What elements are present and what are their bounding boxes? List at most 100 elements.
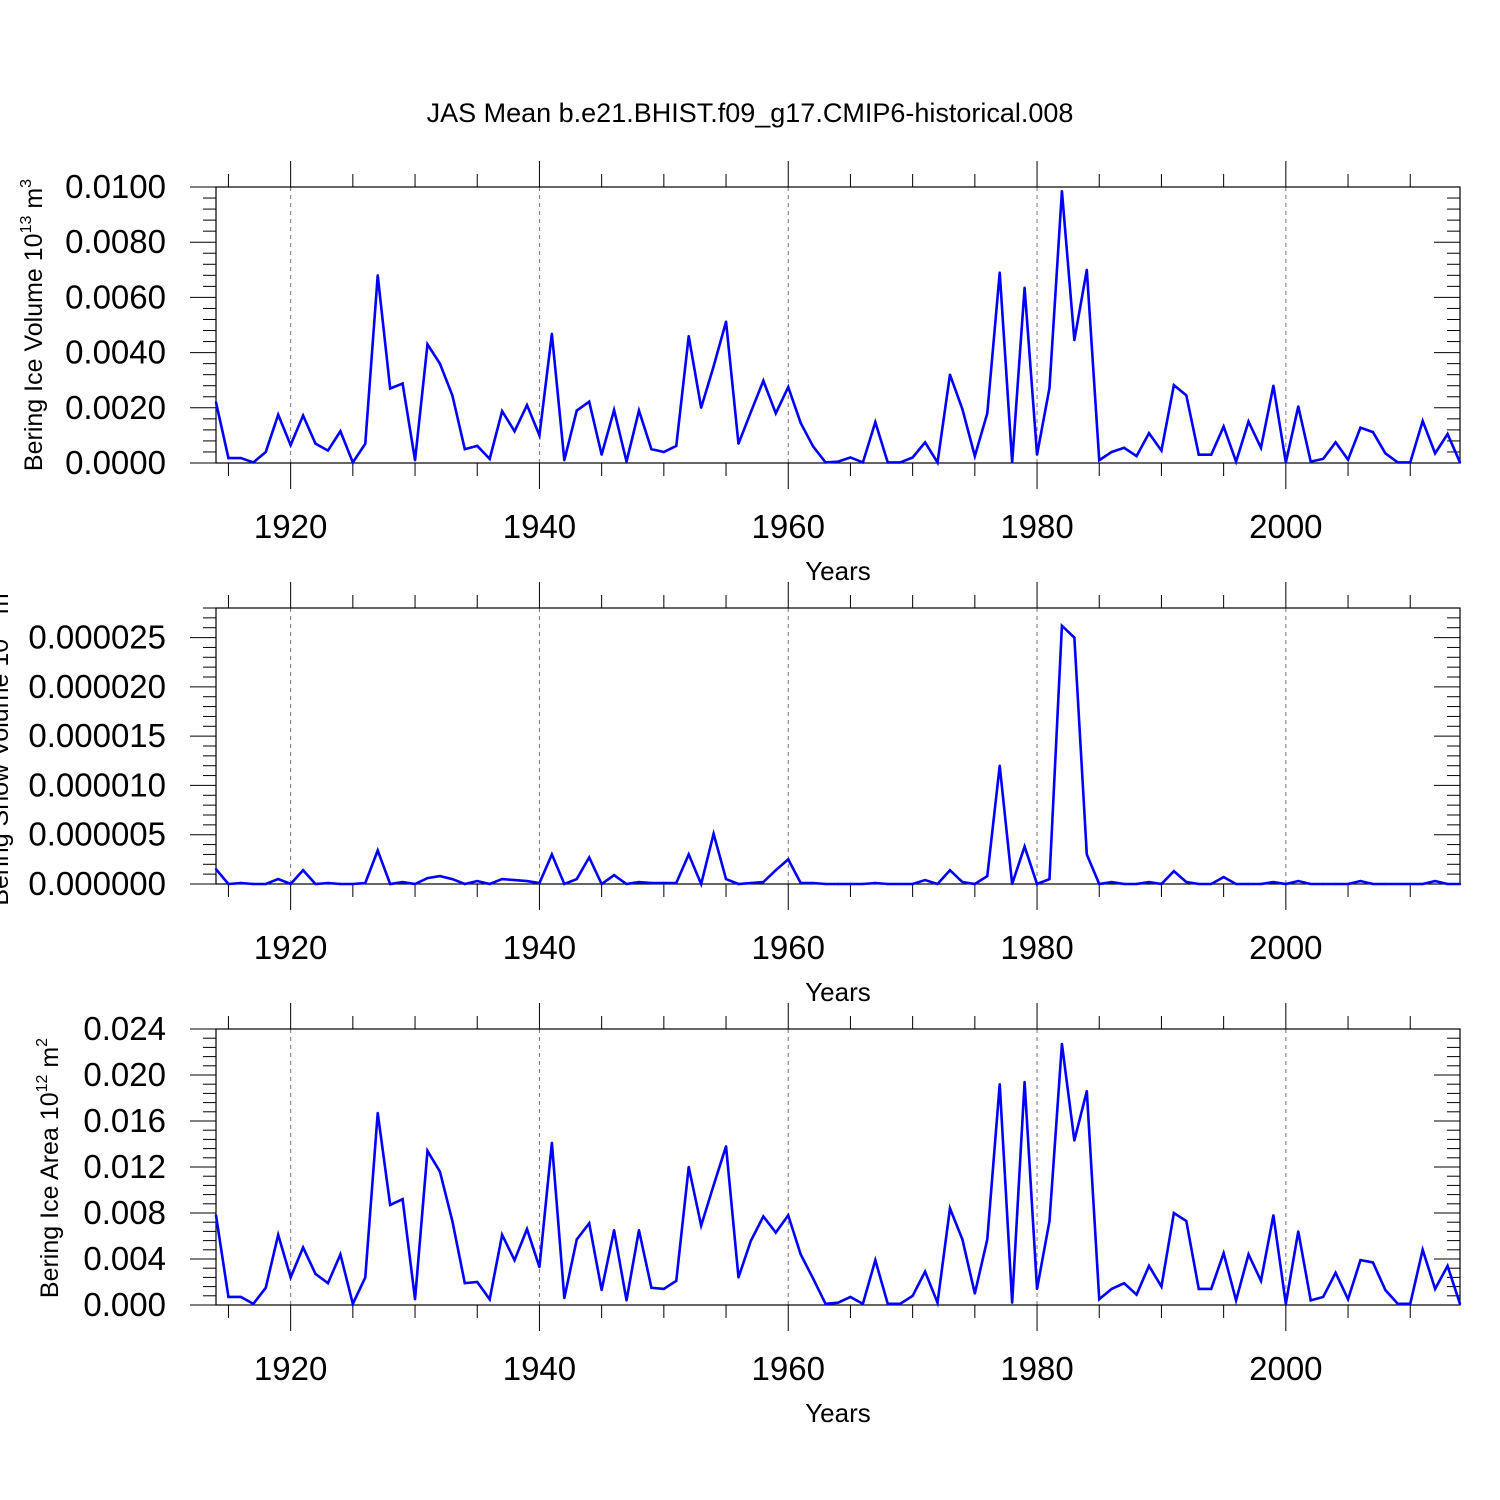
data-point [1010, 882, 1014, 886]
data-point [986, 412, 989, 415]
data-point [600, 882, 603, 886]
x-tick-label: 1940 [503, 929, 576, 966]
data-point [712, 365, 715, 368]
data-point [1098, 882, 1101, 886]
data-point [364, 881, 367, 885]
data-point [376, 849, 379, 852]
data-point [214, 868, 218, 871]
data-point [1446, 1264, 1449, 1268]
data-point [513, 1258, 516, 1262]
data-point [749, 881, 753, 885]
data-point [1297, 1230, 1300, 1233]
data-point [973, 454, 977, 458]
data-point [737, 882, 740, 886]
data-point [339, 1253, 342, 1256]
data-point [351, 882, 355, 886]
data-point [986, 1238, 989, 1241]
x-tick-label: 1980 [1000, 929, 1073, 966]
data-point [1309, 460, 1312, 463]
data-point [500, 877, 504, 881]
data-point [563, 459, 566, 462]
data-point [1371, 430, 1375, 434]
y-tick-label: 0.024 [83, 1010, 166, 1047]
data-point [874, 420, 877, 424]
data-point [948, 373, 952, 376]
data-point [488, 1298, 491, 1301]
data-point [451, 394, 454, 397]
x-tick-label: 1920 [254, 508, 327, 545]
data-point [1359, 879, 1362, 883]
data-point [811, 881, 815, 885]
data-point [1110, 450, 1113, 454]
data-point [1297, 405, 1300, 408]
data-point [588, 856, 591, 859]
data-point [1458, 461, 1462, 464]
data-point [1060, 624, 1064, 627]
data-point [426, 343, 429, 346]
data-point [762, 880, 765, 884]
data-point [650, 448, 653, 451]
data-point [1359, 1258, 1362, 1262]
data-point [787, 1214, 790, 1217]
data-point [1197, 882, 1200, 886]
data-point [500, 409, 504, 413]
plot-frame [215, 186, 1461, 464]
data-point [824, 1302, 827, 1306]
data-point [227, 1295, 230, 1299]
data-point [413, 882, 417, 886]
data-point [463, 882, 466, 886]
data-point [1247, 882, 1250, 886]
data-point [874, 881, 877, 885]
data-point [662, 881, 666, 885]
data-point [687, 334, 690, 338]
data-point [849, 882, 852, 886]
data-point [1048, 1219, 1051, 1223]
data-point [1023, 286, 1026, 289]
data-point [712, 1184, 715, 1187]
data-point [1110, 880, 1113, 884]
data-point [1048, 386, 1051, 390]
data-point [550, 1141, 554, 1145]
data-point [1247, 1253, 1250, 1256]
data-point [650, 881, 653, 885]
data-point [749, 410, 753, 414]
data-point [911, 1294, 914, 1298]
data-point [1197, 453, 1200, 456]
data-point [388, 387, 392, 390]
y-axis-label: Bering Ice Area 1012 m2 [34, 1038, 64, 1298]
data-point [662, 1287, 666, 1291]
data-point [625, 460, 628, 463]
data-point [289, 1276, 292, 1279]
y-tick-label: 0.0000 [65, 444, 166, 481]
data-point [699, 1224, 703, 1227]
data-point [948, 869, 952, 872]
data-point [1384, 1288, 1387, 1292]
data-point [1421, 1248, 1424, 1252]
data-point [438, 1170, 442, 1173]
data-point [1135, 882, 1138, 886]
data-point [612, 1229, 616, 1232]
data-point [476, 444, 479, 448]
data-point [1458, 1302, 1462, 1306]
data-point [252, 882, 255, 886]
data-point [401, 880, 404, 884]
y-axis-label: Bering Ice Volume 1013 m3 [18, 179, 48, 471]
data-point [1210, 1287, 1213, 1291]
data-point [1409, 1302, 1412, 1306]
data-point [998, 764, 1001, 767]
data-point [1234, 460, 1238, 463]
data-point [1048, 877, 1051, 881]
data-point [1371, 1261, 1375, 1264]
data-point [476, 1280, 479, 1284]
data-point [899, 882, 902, 886]
data-point [998, 1083, 1001, 1086]
data-point [1334, 1271, 1337, 1275]
data-point [699, 406, 703, 409]
data-point [737, 1276, 740, 1279]
data-point [1197, 1287, 1200, 1291]
data-point [1433, 879, 1437, 883]
data-point [824, 461, 827, 464]
data-point [886, 882, 889, 886]
data-point [1060, 189, 1064, 193]
data-point [936, 1301, 939, 1304]
